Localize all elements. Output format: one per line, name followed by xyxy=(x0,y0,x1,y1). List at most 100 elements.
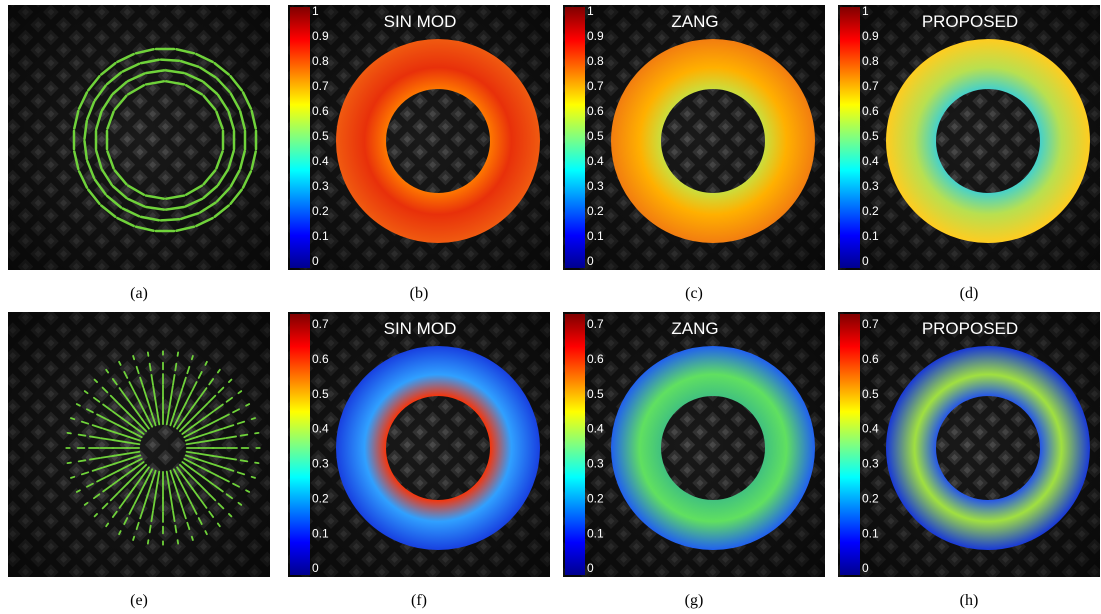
arrow xyxy=(129,430,143,439)
arrow xyxy=(111,378,118,386)
arrow xyxy=(210,437,226,442)
arrow xyxy=(156,411,161,426)
colorbar-tick-label: 0.9 xyxy=(587,29,604,43)
arrow xyxy=(222,466,235,472)
arrow xyxy=(178,401,187,418)
colorbar xyxy=(565,7,585,268)
arrow xyxy=(191,487,201,500)
arrow xyxy=(193,424,210,433)
arrow xyxy=(139,376,145,389)
arrow xyxy=(207,492,217,502)
arrow xyxy=(77,91,89,110)
arrow xyxy=(105,71,123,86)
arrow xyxy=(219,476,230,483)
colorbar-tick-label: 0.7 xyxy=(587,79,604,93)
panel-title: PROPOSED xyxy=(922,12,1018,31)
arrow xyxy=(174,524,178,534)
colorbar-tick-label: 0.2 xyxy=(312,491,329,505)
arrow xyxy=(172,414,181,428)
arrow xyxy=(80,471,90,476)
panel-shade xyxy=(8,5,270,270)
arrow xyxy=(229,169,241,188)
arrow xyxy=(167,481,172,500)
arrow xyxy=(111,80,128,95)
arrow xyxy=(184,491,193,505)
colorbar-tick-label: 0.2 xyxy=(587,491,604,505)
arrow xyxy=(93,84,107,102)
arrow xyxy=(86,188,101,206)
arrow xyxy=(237,390,243,395)
colorbar-tick-label: 0.4 xyxy=(862,154,879,168)
colorbar-tick-label: 0.2 xyxy=(862,491,879,505)
arrow xyxy=(86,408,94,414)
arrow xyxy=(150,412,157,427)
arrow xyxy=(126,472,139,485)
arrow xyxy=(202,410,215,420)
arrow xyxy=(236,420,246,425)
arrow xyxy=(83,501,89,506)
colorbar-tick-label: 1 xyxy=(862,4,869,18)
arrow xyxy=(175,48,196,55)
arrow xyxy=(232,482,240,488)
arrow xyxy=(95,149,103,170)
arrow xyxy=(254,431,260,435)
arrow xyxy=(75,403,81,407)
colorbar-tick-label: 0.5 xyxy=(587,387,604,401)
arrow xyxy=(73,109,80,130)
arrow xyxy=(184,72,204,83)
colorbar-tick-label: 0.3 xyxy=(312,457,329,471)
arrow xyxy=(83,390,89,395)
arrow xyxy=(134,225,155,232)
arrow xyxy=(66,461,72,465)
colorbar-tick-label: 0.6 xyxy=(862,352,879,366)
arrow xyxy=(228,513,233,518)
arrow xyxy=(132,425,145,435)
arrow xyxy=(70,417,76,421)
arrow xyxy=(111,510,118,518)
arrow xyxy=(215,186,231,203)
arrow xyxy=(121,62,141,73)
arrow xyxy=(127,454,142,461)
colorbar-tick-label: 0.1 xyxy=(587,229,604,243)
colorbar-tick-label: 0.9 xyxy=(312,29,329,43)
panel: 1 0.9 0.8 0.7 0.6 0.5 0.4 0.3 0.2 0.1 0 PROPOSED (d) xyxy=(838,4,1100,302)
panel: 1 0.9 0.8 0.7 0.6 0.5 0.4 0.3 0.2 0.1 0 ZANG (c) xyxy=(563,4,825,302)
arrow xyxy=(185,450,200,455)
arrow xyxy=(152,495,157,511)
colorbar-tick-label: 0.2 xyxy=(587,204,604,218)
panel-title: ZANG xyxy=(671,12,718,31)
arrow xyxy=(175,225,196,232)
arrow xyxy=(146,480,154,498)
colorbar-tick-label: 0 xyxy=(312,254,319,268)
arrow xyxy=(132,406,144,421)
arrow xyxy=(145,69,166,75)
arrow xyxy=(236,471,246,476)
arrow xyxy=(197,482,209,494)
arrow xyxy=(202,169,217,186)
colorbar-tick-label: 0.5 xyxy=(862,129,879,143)
arrow xyxy=(96,413,107,420)
arrow xyxy=(132,355,136,361)
arrow xyxy=(164,69,185,75)
arrow xyxy=(250,417,256,421)
colorbar-tick-label: 0.3 xyxy=(312,179,329,193)
arrow xyxy=(86,159,96,180)
colorbar-tick-label: 0.2 xyxy=(862,204,879,218)
arrow xyxy=(126,411,139,424)
arrow xyxy=(123,371,129,379)
arrow xyxy=(232,408,240,414)
colorbar-tick-label: 0.4 xyxy=(587,422,604,436)
arrow xyxy=(245,403,251,407)
arrow xyxy=(225,435,237,439)
panel: (a) xyxy=(8,5,270,302)
colorbar xyxy=(840,314,860,575)
panel: 0.7 0.6 0.5 0.4 0.3 0.2 0.1 0 SIN MOD (f) xyxy=(288,312,550,609)
arrow xyxy=(136,463,148,475)
arrow xyxy=(113,94,128,111)
panel: (e) xyxy=(8,312,270,609)
colorbar-tick-label: 0 xyxy=(862,561,869,575)
arrow xyxy=(227,110,235,131)
arrow xyxy=(190,417,205,429)
arrow xyxy=(219,413,230,420)
colorbar-tick-label: 0 xyxy=(862,254,869,268)
